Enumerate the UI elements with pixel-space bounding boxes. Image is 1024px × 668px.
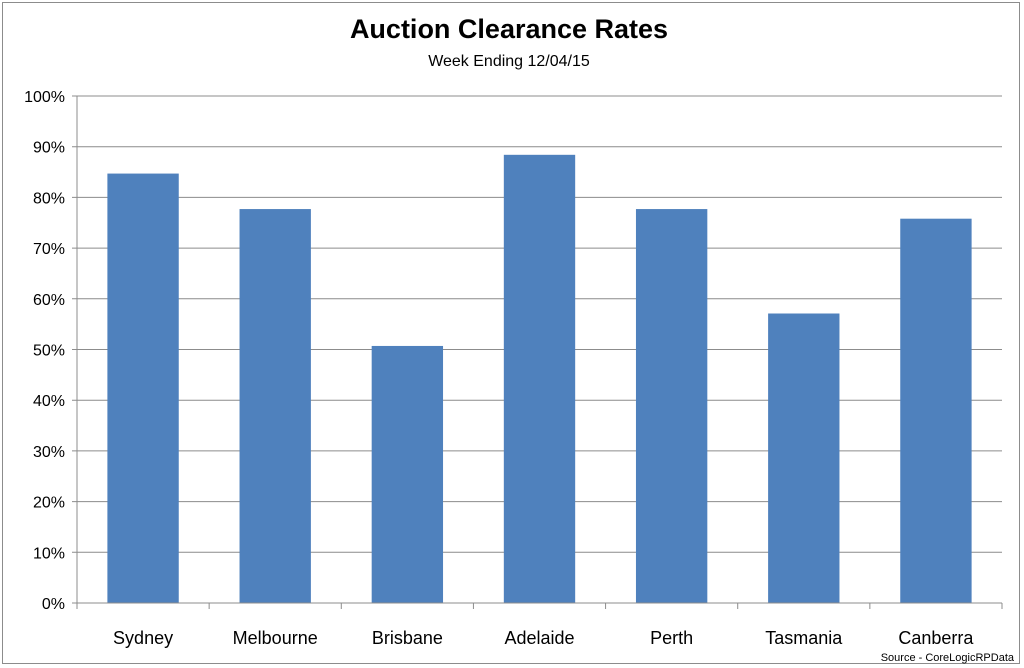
y-tick-label: 90% xyxy=(33,140,65,157)
x-tick-label: Brisbane xyxy=(372,628,443,648)
y-tick-label: 100% xyxy=(24,89,65,106)
x-axis xyxy=(76,96,1003,609)
x-tick-label: Melbourne xyxy=(233,628,318,648)
x-tick-label: Canberra xyxy=(898,628,974,648)
y-tick-label: 60% xyxy=(33,292,65,309)
chart-title: Auction Clearance Rates xyxy=(349,14,669,44)
bar-brisbane xyxy=(371,345,444,603)
y-tick-label: 10% xyxy=(33,545,65,562)
y-tick-label: 50% xyxy=(33,343,65,360)
y-axis-ticks: 0% 10% 20% 30% 40% 50% 60% 70% 80% 90% 100% xyxy=(24,89,65,613)
y-tick-label: 40% xyxy=(33,393,65,410)
x-tick-label: Perth xyxy=(650,628,693,648)
source-note: Source - CoreLogicRPData xyxy=(880,652,1014,664)
x-tick-label: Sydney xyxy=(113,628,173,648)
bars xyxy=(107,154,972,604)
x-axis-labels: Sydney Melbourne Brisbane Adelaide Perth Tasm… xyxy=(113,628,974,648)
chart-subtitle: Week Ending 12/04/15 xyxy=(428,53,590,70)
x-tick-label: Tasmania xyxy=(765,628,843,648)
bar-sydney xyxy=(107,173,179,604)
bar-tasmania xyxy=(768,313,840,603)
bar-canberra xyxy=(900,218,972,603)
y-tick-label: 30% xyxy=(33,444,65,461)
bar-melbourne xyxy=(239,209,311,603)
x-tick-label: Adelaide xyxy=(504,628,574,648)
y-tick-label: 80% xyxy=(33,190,65,207)
y-tick-label: 20% xyxy=(33,495,65,512)
y-tick-label: 0% xyxy=(42,596,65,613)
bar-perth xyxy=(635,209,708,603)
y-tick-label: 70% xyxy=(33,241,65,258)
bar-adelaide xyxy=(503,154,576,603)
